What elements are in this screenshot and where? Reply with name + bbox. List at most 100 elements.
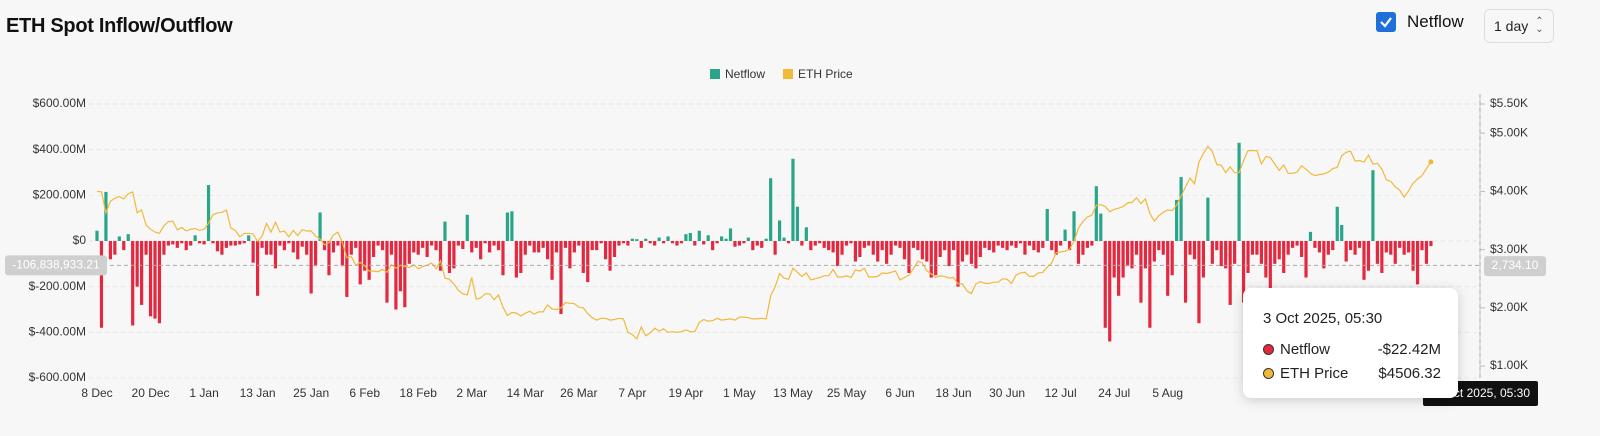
bar [880,241,884,251]
bar [1157,241,1161,251]
bar [1362,241,1366,280]
bar [157,241,162,324]
bar [876,241,880,262]
bar [1018,241,1023,244]
checkbox[interactable] [1376,12,1396,32]
bar [644,238,648,241]
bar [309,241,313,294]
bar [380,241,385,251]
bar [211,241,215,244]
y2-tick-label: $3.00K [1490,242,1528,256]
y2-tick-label: $4.00K [1490,184,1528,198]
x-tick-label: 6 Feb [349,386,380,400]
bar [1219,241,1223,267]
bar [978,241,982,257]
bar [791,158,795,241]
bar [719,236,724,241]
bar [180,241,184,244]
bar [1304,241,1308,278]
y-tick-label: $-200.00M [29,279,86,293]
bar [804,227,808,241]
bar [742,241,746,244]
bar [983,241,987,248]
bar [764,238,768,241]
bar [813,241,817,246]
bar [273,241,278,269]
bar [443,221,447,241]
bar [166,241,170,246]
netflow-toggle[interactable]: Netflow [1376,12,1464,32]
x-tick-label: 7 Apr [618,386,646,400]
bar [617,241,621,246]
bar [425,241,429,257]
check-icon [1380,17,1392,28]
x-tick-label: 13 Jan [240,386,276,400]
bar [496,241,501,251]
bar [1094,186,1098,241]
bar [1331,241,1335,251]
bar [140,241,144,305]
bar [965,241,969,255]
bar [1032,241,1036,251]
y-tick-label: $400.00M [33,142,86,156]
bar [487,241,492,253]
bar [1009,241,1014,246]
bar [858,241,862,257]
bar [1067,241,1072,251]
bar [206,185,211,241]
bar [782,237,786,241]
crosshair-label-bg [1484,256,1546,277]
bar [523,241,527,255]
bar [769,178,773,241]
bar [1282,241,1286,273]
x-tick-label: 18 Jun [936,386,972,400]
crosshair-label-bg [5,255,107,276]
bar [233,241,237,246]
bar [996,241,1000,246]
bar [1237,142,1241,241]
x-tick-label: 14 Mar [507,386,544,400]
bar [1398,241,1402,248]
bar [889,241,893,255]
bar [117,236,121,241]
bar [144,241,148,255]
bar [1349,241,1353,251]
bar [1375,241,1379,264]
bar [1340,225,1344,241]
bar [581,241,585,273]
bar [336,241,340,246]
y2-tick-label: $5.50K [1490,96,1528,110]
bar [1206,197,1210,241]
bar [434,241,438,251]
x-tick-label: 26 Mar [560,386,597,400]
bar [438,241,443,271]
bar [1210,241,1214,264]
bar [590,241,594,251]
bar [1041,241,1045,248]
bar [1420,241,1424,251]
bar [697,230,701,241]
bar [162,241,166,255]
y-tick-label: $0 [73,233,87,247]
bar [746,237,750,241]
bar [1273,241,1277,264]
bar [916,241,920,251]
bar [345,241,349,297]
y-tick-label: $600.00M [33,96,86,110]
price-line [96,145,1432,340]
bar [951,241,956,251]
bar [795,206,800,241]
interval-select[interactable]: 1 day ⌃ ⌄ [1484,9,1554,43]
bar [1380,241,1384,273]
checkbox-label[interactable]: Netflow [1407,12,1464,31]
bar [871,241,875,255]
bar [461,241,465,249]
bar [104,191,108,241]
bar [1277,241,1281,260]
interval-value: 1 day [1494,18,1529,34]
bar [510,211,514,241]
x-tick-label: 13 May [773,386,812,400]
bar [1045,209,1049,241]
bar [171,241,175,245]
bar [938,241,942,257]
